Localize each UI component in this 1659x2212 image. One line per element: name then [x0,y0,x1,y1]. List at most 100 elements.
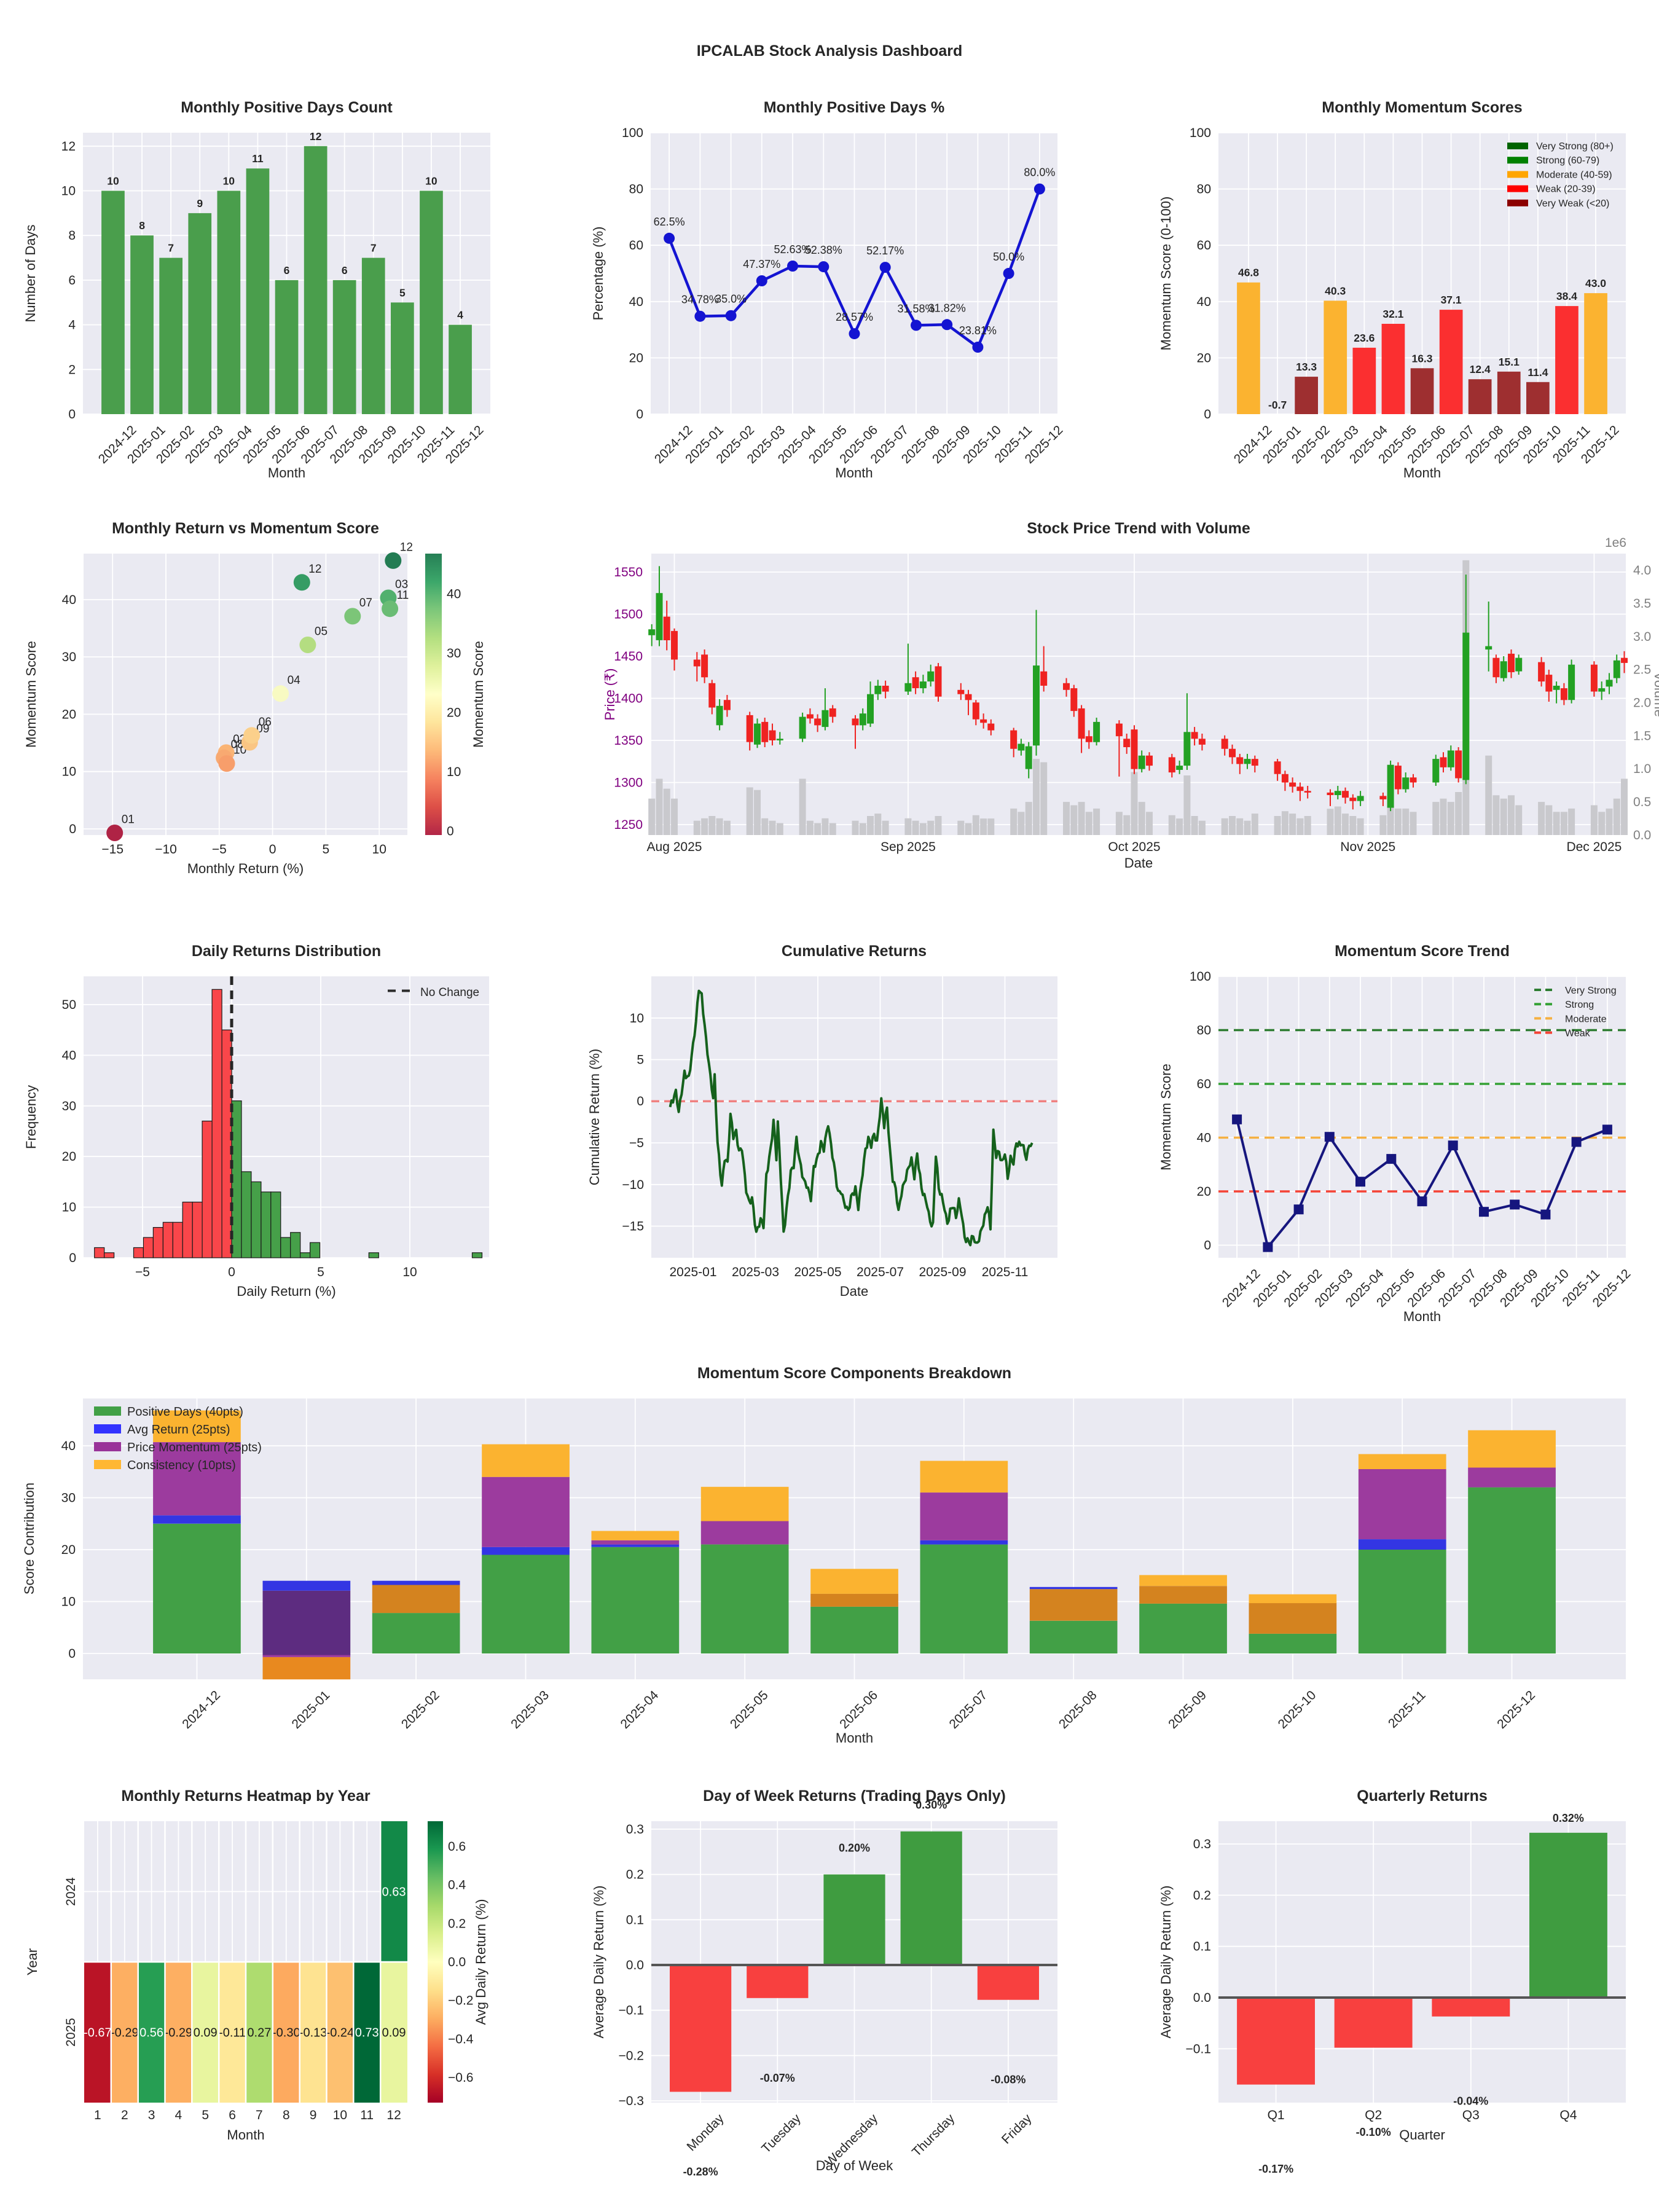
svg-text:15.1: 15.1 [1499,356,1520,368]
svg-text:Q1: Q1 [1268,2108,1285,2122]
svg-text:13.3: 13.3 [1296,361,1317,373]
svg-text:0.0: 0.0 [1633,828,1651,842]
svg-text:−5: −5 [212,842,227,857]
svg-text:0.1: 0.1 [626,1913,644,1927]
svg-text:IPCALAB Stock Analysis Dashboa: IPCALAB Stock Analysis Dashboard [697,42,963,60]
svg-text:0.32%: 0.32% [1553,1812,1584,1824]
svg-text:2: 2 [68,363,76,377]
svg-text:10: 10 [402,1265,417,1279]
svg-text:0: 0 [69,1251,76,1265]
svg-text:Q2: Q2 [1365,2108,1382,2122]
svg-text:−10: −10 [622,1178,644,1192]
svg-text:-0.67: -0.67 [84,2026,112,2040]
svg-text:Weak: Weak [1565,1029,1591,1039]
svg-text:0.1: 0.1 [1193,1940,1211,1954]
svg-text:0.63: 0.63 [382,1886,406,1899]
svg-text:5: 5 [637,1053,644,1067]
svg-text:40: 40 [1197,295,1211,309]
svg-text:10: 10 [61,184,76,198]
svg-text:20: 20 [447,705,461,720]
svg-text:1550: 1550 [614,565,643,579]
svg-text:3.0: 3.0 [1633,630,1651,644]
svg-text:40.3: 40.3 [1325,284,1346,297]
svg-text:No Change: No Change [420,986,479,999]
svg-text:30: 30 [447,646,461,661]
svg-text:Moderate (40-59): Moderate (40-59) [1536,170,1612,180]
svg-text:80.0%: 80.0% [1024,167,1055,179]
svg-text:Sep 2025: Sep 2025 [880,840,936,854]
svg-text:4: 4 [457,309,463,321]
svg-text:−0.1: −0.1 [619,2004,644,2018]
svg-text:05: 05 [315,626,327,638]
svg-text:9: 9 [197,197,203,210]
svg-text:2025-01: 2025-01 [669,1265,716,1279]
svg-text:−10: −10 [155,842,177,857]
svg-text:62.5%: 62.5% [654,216,685,228]
svg-text:Consistency (10pts): Consistency (10pts) [127,1459,236,1472]
svg-text:12: 12 [386,2108,401,2122]
svg-text:Cumulative Returns: Cumulative Returns [782,943,927,960]
svg-text:80: 80 [629,182,643,197]
svg-text:−0.6: −0.6 [448,2071,473,2085]
svg-text:Price Momentum (25pts): Price Momentum (25pts) [127,1441,262,1454]
svg-text:52.63%: 52.63% [774,243,811,256]
svg-text:2025-05: 2025-05 [794,1265,841,1279]
svg-text:0: 0 [1204,407,1211,422]
svg-text:20: 20 [1197,351,1211,365]
svg-text:5: 5 [202,2108,209,2122]
svg-text:Q3: Q3 [1462,2108,1480,2122]
svg-text:Average Daily Return (%): Average Daily Return (%) [591,1885,606,2038]
svg-text:Cumulative Return (%): Cumulative Return (%) [587,1049,602,1186]
svg-text:11.4: 11.4 [1528,366,1548,378]
svg-text:1: 1 [94,2108,101,2122]
svg-text:12: 12 [308,563,321,576]
svg-text:8: 8 [283,2108,290,2122]
svg-text:7: 7 [256,2108,263,2122]
svg-text:Monthly Return (%): Monthly Return (%) [187,861,304,876]
svg-text:Momentum Score Components Brea: Momentum Score Components Breakdown [697,1365,1011,1382]
svg-text:Day of Week Returns (Trading D: Day of Week Returns (Trading Days Only) [703,1787,1006,1805]
svg-text:-0.07%: -0.07% [760,2072,795,2084]
svg-text:0.2: 0.2 [448,1916,466,1931]
svg-text:-0.24: -0.24 [326,2026,355,2040]
svg-text:23.6: 23.6 [1354,332,1375,344]
svg-text:1e6: 1e6 [1605,536,1626,550]
svg-text:Momentum Score: Momentum Score [471,641,486,748]
svg-text:8: 8 [68,229,76,243]
svg-text:0.56: 0.56 [139,2026,163,2040]
svg-text:Month: Month [835,465,873,480]
svg-text:60: 60 [629,238,643,253]
svg-text:2025-09: 2025-09 [919,1265,966,1279]
svg-text:30: 30 [62,1099,76,1113]
svg-text:50.0%: 50.0% [993,251,1024,263]
svg-text:Avg Return (25pts): Avg Return (25pts) [127,1423,230,1437]
svg-text:−5: −5 [135,1265,150,1279]
svg-text:0.27: 0.27 [247,2026,271,2040]
svg-text:2: 2 [121,2108,128,2122]
svg-text:Very Strong: Very Strong [1565,986,1617,996]
svg-text:0.73: 0.73 [355,2026,379,2040]
svg-text:Month: Month [1403,1309,1441,1324]
svg-text:10: 10 [61,1595,76,1609]
svg-text:10: 10 [425,175,437,187]
svg-text:Dec 2025: Dec 2025 [1566,840,1622,854]
svg-text:47.37%: 47.37% [743,258,780,270]
svg-text:10: 10 [333,2108,347,2122]
svg-text:9: 9 [310,2108,317,2122]
svg-text:Volume: Volume [1652,672,1659,716]
svg-text:5: 5 [323,842,330,857]
svg-text:46.8: 46.8 [1238,267,1259,279]
svg-text:Score Contribution: Score Contribution [22,1483,37,1594]
svg-text:10: 10 [107,175,119,187]
svg-text:-0.29: -0.29 [111,2026,139,2040]
svg-text:Quarterly Returns: Quarterly Returns [1357,1787,1488,1805]
svg-text:4.0: 4.0 [1633,563,1651,578]
svg-text:2.0: 2.0 [1633,696,1651,710]
svg-text:100: 100 [622,126,643,140]
svg-text:Momentum Score (0-100): Momentum Score (0-100) [1158,197,1174,351]
svg-text:40: 40 [629,295,643,309]
svg-text:12: 12 [310,130,322,143]
svg-text:-0.04%: -0.04% [1453,2095,1488,2107]
svg-text:07: 07 [359,597,372,610]
svg-text:Year: Year [25,1948,40,1975]
